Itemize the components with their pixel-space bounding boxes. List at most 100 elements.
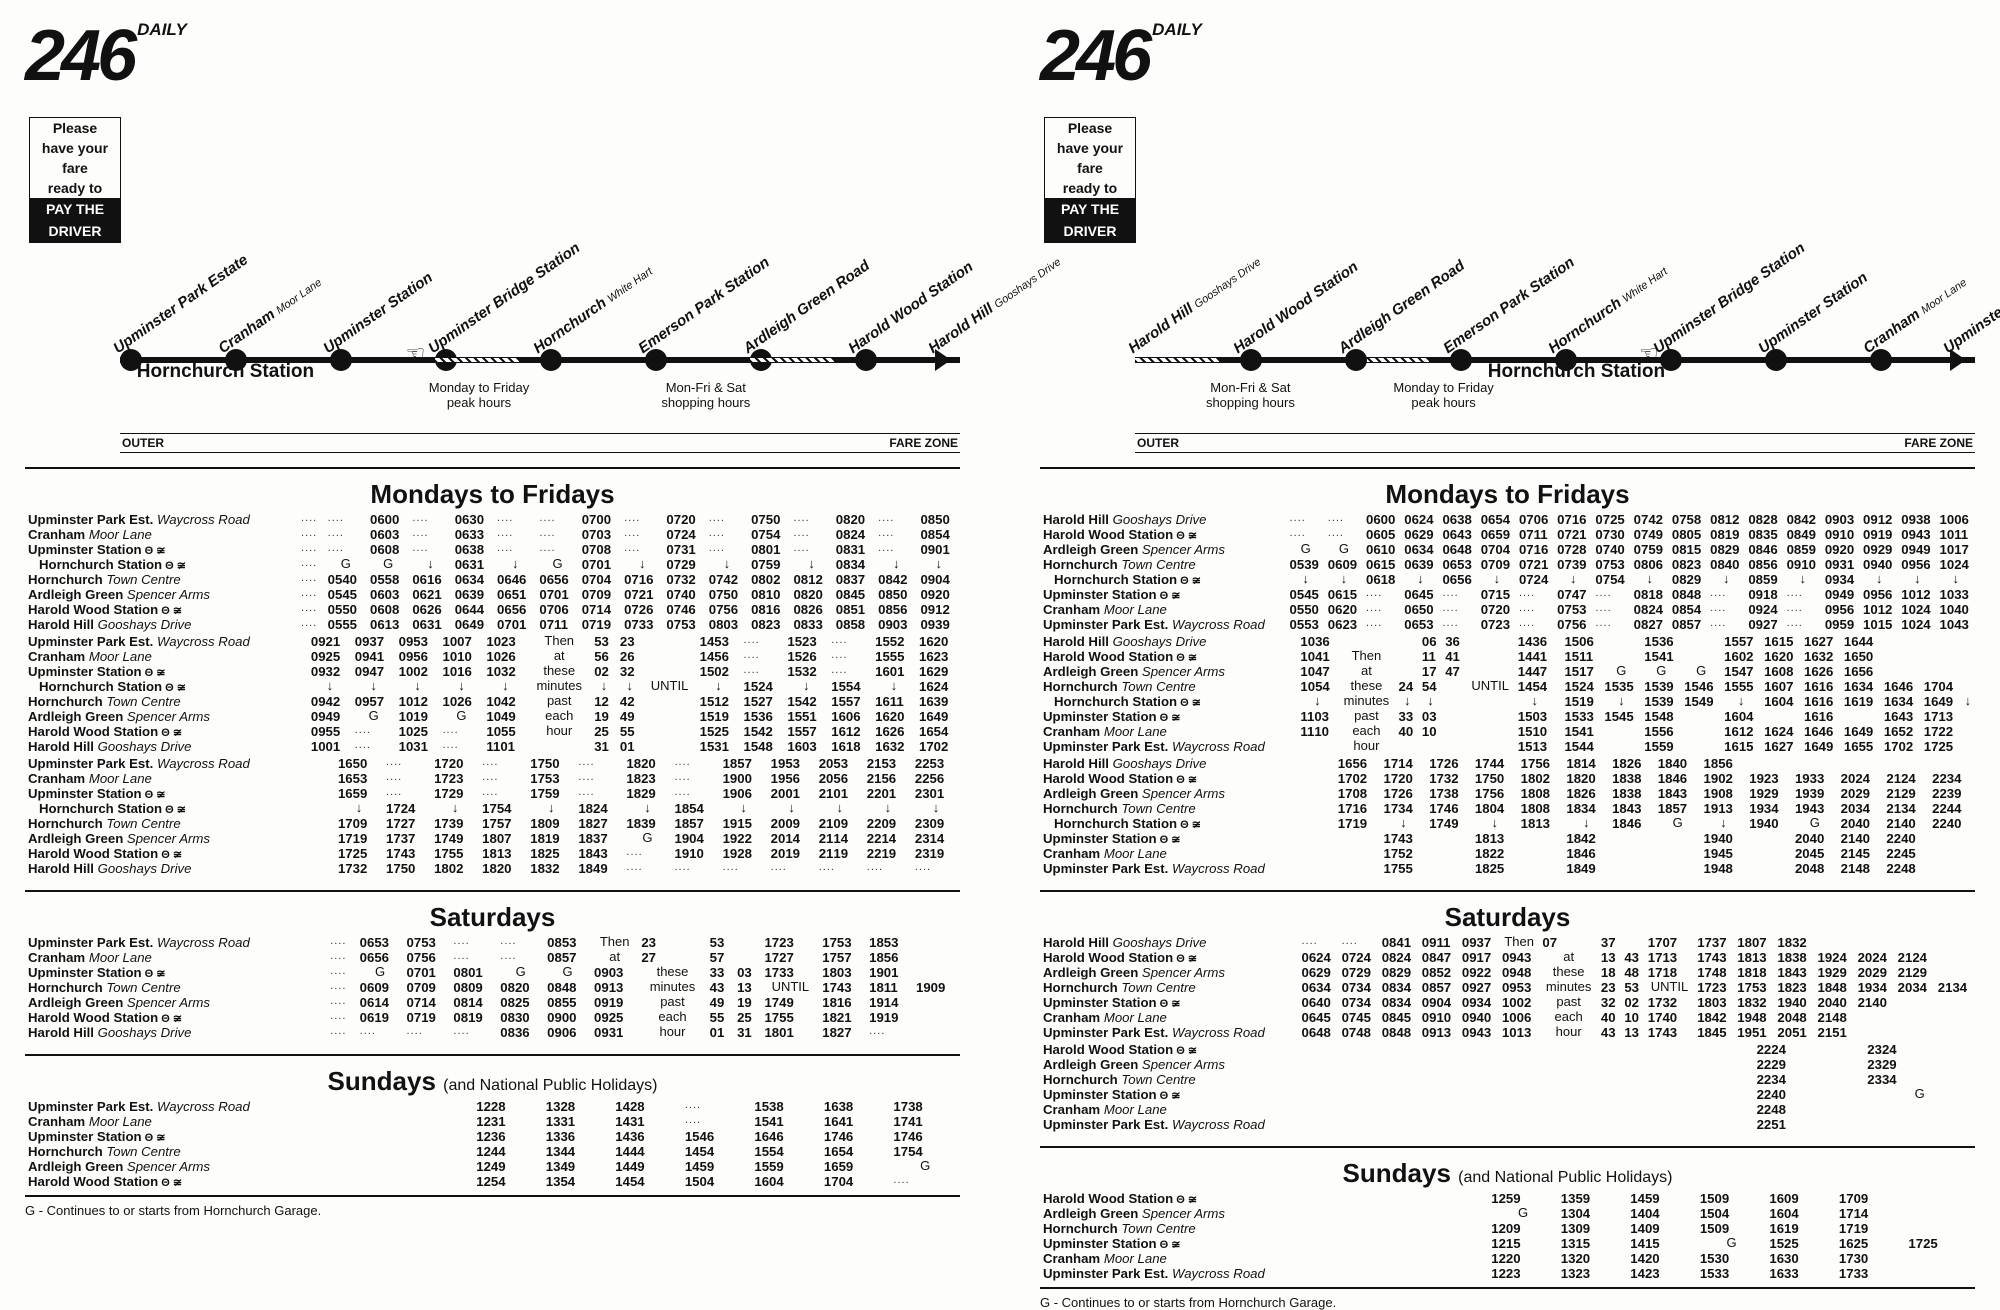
table-row[interactable]: Cranham Moor Lane 1110 each 40 10 1510 1541 155… <box>1040 724 1975 739</box>
table-row[interactable]: Upminster Park Est. Waycross Road 0648 074… <box>1040 1025 1975 1040</box>
sunday-timetable-right[interactable]: Harold Wood Station Θ ≆ 1259 1359 1459 1509 1… <box>1040 1191 1975 1281</box>
table-row[interactable]: Upminster Station Θ ≆ 1103 past 33 03 1503 153… <box>1040 709 1975 724</box>
time-cell: 1727 <box>383 816 431 831</box>
table-row[interactable]: Hornchurch Town Centre 1209 1309 1409 1509 16… <box>1040 1221 1975 1236</box>
stop-name-cell: Cranham Moor Lane <box>1040 1251 1488 1266</box>
sunday-upper-block-right[interactable]: Harold Wood Station Θ ≆ 2224 2324 Ardleigh … <box>1040 1042 1975 1132</box>
table-row[interactable]: Hornchurch Station Θ ≆ ↓ 1724 ↓ 1754 ↓ 1824 ↓ 18… <box>25 801 960 816</box>
table-row[interactable]: Cranham Moor Lane 0925 0941 0956 1010 1026 at 5… <box>25 649 960 664</box>
weekday-timetable-block1[interactable]: Upminster Park Est. Waycross Road.......… <box>25 512 960 632</box>
table-row[interactable]: Hornchurch Town Centre 0634 0734 0834 0857 09… <box>1040 980 1975 995</box>
table-row[interactable]: Ardleigh Green Spencer Arms 1708 1726 1738 1… <box>1040 786 1975 801</box>
table-row[interactable]: Harold Wood Station Θ ≆ 1259 1359 1459 1509 1… <box>1040 1191 1975 1206</box>
table-row[interactable]: Upminster Park Est. Waycross Road.......… <box>25 512 960 527</box>
table-row[interactable]: Upminster Station Θ ≆ 1743 1813 1842 1940 204… <box>1040 831 1975 846</box>
table-row[interactable]: Hornchurch Town Centre 1709 1727 1739 1757 18… <box>25 816 960 831</box>
table-row[interactable]: Upminster Station Θ ≆ 1659.... 1729.... 175… <box>25 786 960 801</box>
table-row[interactable]: Ardleigh Green Spencer Arms 0949 G 1019 G 104… <box>25 709 960 724</box>
table-row[interactable]: Upminster Station Θ ≆ 2240 G <box>1040 1087 1975 1102</box>
weekday-timetable-block3[interactable]: Upminster Park Est. Waycross Road 1650...… <box>25 756 960 876</box>
table-row[interactable]: Harold Hill Gooshays Drive 1001.... 1031..… <box>25 739 960 754</box>
table-row[interactable]: Upminster Park Est. Waycross Road 0553 062… <box>1040 617 1975 632</box>
sunday-timetable[interactable]: Upminster Park Est. Waycross Road 1228 132… <box>25 1099 960 1189</box>
table-row[interactable]: Harold Wood Station Θ ≆ 0624 0724 0824 0847 0… <box>1040 950 1975 965</box>
table-row[interactable]: Upminster Park Est. Waycross Road.... 065… <box>25 935 960 950</box>
table-row[interactable]: Harold Wood Station Θ ≆ 2224 2324 <box>1040 1042 1975 1057</box>
table-row[interactable]: Harold Wood Station Θ ≆ 1254 1354 1454 1504 1… <box>25 1174 960 1189</box>
table-row[interactable]: Harold Hill Gooshays Drive 1732 1750 1802 18… <box>25 861 960 876</box>
table-row[interactable]: Hornchurch Station Θ ≆ ↓ ↓ 0618 ↓ 0656 ↓ 0724 ↓ 0… <box>1040 572 1975 587</box>
weekday-timetable-block2[interactable]: Upminster Park Est. Waycross Road 0921 093… <box>25 634 960 754</box>
rail-interchange-icon: Θ ≆ <box>158 1013 182 1025</box>
table-row[interactable]: Ardleigh Green Spencer Arms G G 0610 0634 064… <box>1040 542 1975 557</box>
table-row[interactable]: Upminster Park Est. Waycross Road hour 151… <box>1040 739 1975 754</box>
table-row[interactable]: Hornchurch Town Centre.... 0540 0558 0616 06… <box>25 572 960 587</box>
table-row[interactable]: Cranham Moor Lane 1653.... 1723.... 1753...… <box>25 771 960 786</box>
table-row[interactable]: Ardleigh Green Spencer Arms G 1304 1404 1504… <box>1040 1206 1975 1221</box>
time-cell <box>1396 664 1419 679</box>
table-row[interactable]: Hornchurch Town Centre 0539 0609 0615 0639 06… <box>1040 557 1975 572</box>
table-row[interactable]: Ardleigh Green Spencer Arms 2229 2329 <box>1040 1057 1975 1072</box>
table-row[interactable]: Upminster Station Θ ≆.... G 0701 0801 G G 0903… <box>25 965 960 980</box>
table-row[interactable]: Harold Wood Station Θ ≆ 1702 1720 1732 1750 1… <box>1040 771 1975 786</box>
table-row[interactable]: Ardleigh Green Spencer Arms 1719 1737 1749 1… <box>25 831 960 846</box>
table-row[interactable]: Hornchurch Station Θ ≆.... G G ↓ 0631 ↓ G 0701 ↓… <box>25 557 960 572</box>
table-row[interactable]: Upminster Park Est. Waycross Road 0921 093… <box>25 634 960 649</box>
table-row[interactable]: Harold Wood Station Θ ≆.... 0619 0719 0819 0… <box>25 1010 960 1025</box>
table-row[interactable]: Hornchurch Station Θ ≆ ↓ minutes ↓ ↓ ↓ 1519 ↓ 15… <box>1040 694 1975 709</box>
table-row[interactable]: Harold Hill Gooshays Drive........ 0600 06… <box>1040 512 1975 527</box>
table-row[interactable]: Harold Hill Gooshays Drive........ 0841 09… <box>1040 935 1975 950</box>
table-row[interactable]: Hornchurch Town Centre.... 0609 0709 0809 08… <box>25 980 960 995</box>
saturday-timetable[interactable]: Upminster Park Est. Waycross Road.... 065… <box>25 935 960 1040</box>
table-row[interactable]: Hornchurch Station Θ ≆ ↓ ↓ ↓ ↓ ↓ minutes ↓ ↓ UNTI… <box>25 679 960 694</box>
table-row[interactable]: Harold Wood Station Θ ≆........ 0605 0629 0… <box>1040 527 1975 542</box>
time-cell: 0956 <box>1822 602 1860 617</box>
weekday-timetable-block1-right[interactable]: Harold Hill Gooshays Drive........ 0600 06… <box>1040 512 1975 632</box>
time-cell: 1024 <box>1937 557 1975 572</box>
table-row[interactable]: Ardleigh Green Spencer Arms 1047 at 17 47 144… <box>1040 664 1975 679</box>
table-row[interactable]: Upminster Station Θ ≆ 0932 0947 1002 1016 103… <box>25 664 960 679</box>
table-row[interactable]: Cranham Moor Lane 1220 1320 1420 1530 1630 173… <box>1040 1251 1975 1266</box>
table-row[interactable]: Cranham Moor Lane 1231 1331 1431.... 1541 164… <box>25 1114 960 1129</box>
table-row[interactable]: Hornchurch Town Centre 1054 these 24 54 UNTIL… <box>1040 679 1975 694</box>
table-row[interactable]: Upminster Station Θ ≆ 0545 0615.... 0645...… <box>1040 587 1975 602</box>
weekday-timetable-block3-right[interactable]: Harold Hill Gooshays Drive 1656 1714 1726 17… <box>1040 756 1975 876</box>
table-row[interactable]: Hornchurch Town Centre 1244 1344 1444 1454 15… <box>25 1144 960 1159</box>
time-cell: 2040 <box>1814 995 1854 1010</box>
time-cell <box>1466 709 1515 724</box>
table-row[interactable]: Ardleigh Green Spencer Arms 0629 0729 0829 0… <box>1040 965 1975 980</box>
table-row[interactable]: Harold Hill Gooshays Drive..............… <box>25 1025 960 1040</box>
table-row[interactable]: Harold Wood Station Θ ≆ 1041 Then 11 41 1441 1… <box>1040 649 1975 664</box>
table-row[interactable]: Upminster Park Est. Waycross Road 1223 132… <box>1040 1266 1975 1281</box>
table-row[interactable]: Harold Hill Gooshays Drive.... 0555 0613 06… <box>25 617 960 632</box>
table-row[interactable]: Hornchurch Town Centre 0942 0957 1012 1026 10… <box>25 694 960 709</box>
table-row[interactable]: Hornchurch Town Centre 2234 2334 <box>1040 1072 1975 1087</box>
table-row[interactable]: Cranham Moor Lane 0645 0745 0845 0910 0940 100… <box>1040 1010 1975 1025</box>
table-row[interactable]: Ardleigh Green Spencer Arms.... 0614 0714 0… <box>25 995 960 1010</box>
table-row[interactable]: Upminster Station Θ ≆........ 0608.... 063… <box>25 542 960 557</box>
table-row[interactable]: Upminster Station Θ ≆ 1236 1336 1436 1546 164… <box>25 1129 960 1144</box>
weekday-timetable-block2-right[interactable]: Harold Hill Gooshays Drive 1036 06 36 1436 15… <box>1040 634 1975 754</box>
table-row[interactable]: Ardleigh Green Spencer Arms.... 0545 0603 0… <box>25 587 960 602</box>
table-row[interactable]: Harold Wood Station Θ ≆ 0955.... 1025.... 1… <box>25 724 960 739</box>
table-row[interactable]: Cranham Moor Lane 0550 0620.... 0650.... 072… <box>1040 602 1975 617</box>
table-row[interactable]: Ardleigh Green Spencer Arms 1249 1349 1449 1… <box>25 1159 960 1174</box>
table-row[interactable]: Cranham Moor Lane 1752 1822 1846 1945 2045 214… <box>1040 846 1975 861</box>
time-cell: 2251 <box>1754 1117 1865 1132</box>
table-row[interactable]: Harold Hill Gooshays Drive 1036 06 36 1436 15… <box>1040 634 1975 649</box>
saturday-timetable-right[interactable]: Harold Hill Gooshays Drive........ 0841 09… <box>1040 935 1975 1040</box>
table-row[interactable]: Hornchurch Town Centre 1716 1734 1746 1804 18… <box>1040 801 1975 816</box>
table-row[interactable]: Cranham Moor Lane.... 0656 0756........ 085… <box>25 950 960 965</box>
table-row[interactable]: Cranham Moor Lane........ 0603.... 0633...… <box>25 527 960 542</box>
table-row[interactable]: Harold Hill Gooshays Drive 1656 1714 1726 17… <box>1040 756 1975 771</box>
table-row[interactable]: Harold Wood Station Θ ≆ 1725 1743 1755 1813 1… <box>25 846 960 861</box>
table-row[interactable]: Upminster Park Est. Waycross Road 1755 182… <box>1040 861 1975 876</box>
table-row[interactable]: Upminster Station Θ ≆ 0640 0734 0834 0904 093… <box>1040 995 1975 1010</box>
table-row[interactable]: Upminster Station Θ ≆ 1215 1315 1415 G 1525 16… <box>1040 1236 1975 1251</box>
table-row[interactable]: Upminster Park Est. Waycross Road 1650...… <box>25 756 960 771</box>
table-row[interactable]: Hornchurch Station Θ ≆ 1719 ↓ 1749 ↓ 1813 ↓ 184… <box>1040 816 1975 831</box>
table-row[interactable]: Upminster Park Est. Waycross Road 1228 132… <box>25 1099 960 1114</box>
table-row[interactable]: Upminster Park Est. Waycross Road 2251 <box>1040 1117 1975 1132</box>
table-row[interactable]: Cranham Moor Lane 2248 <box>1040 1102 1975 1117</box>
table-row[interactable]: Harold Wood Station Θ ≆.... 0550 0608 0626 0… <box>25 602 960 617</box>
